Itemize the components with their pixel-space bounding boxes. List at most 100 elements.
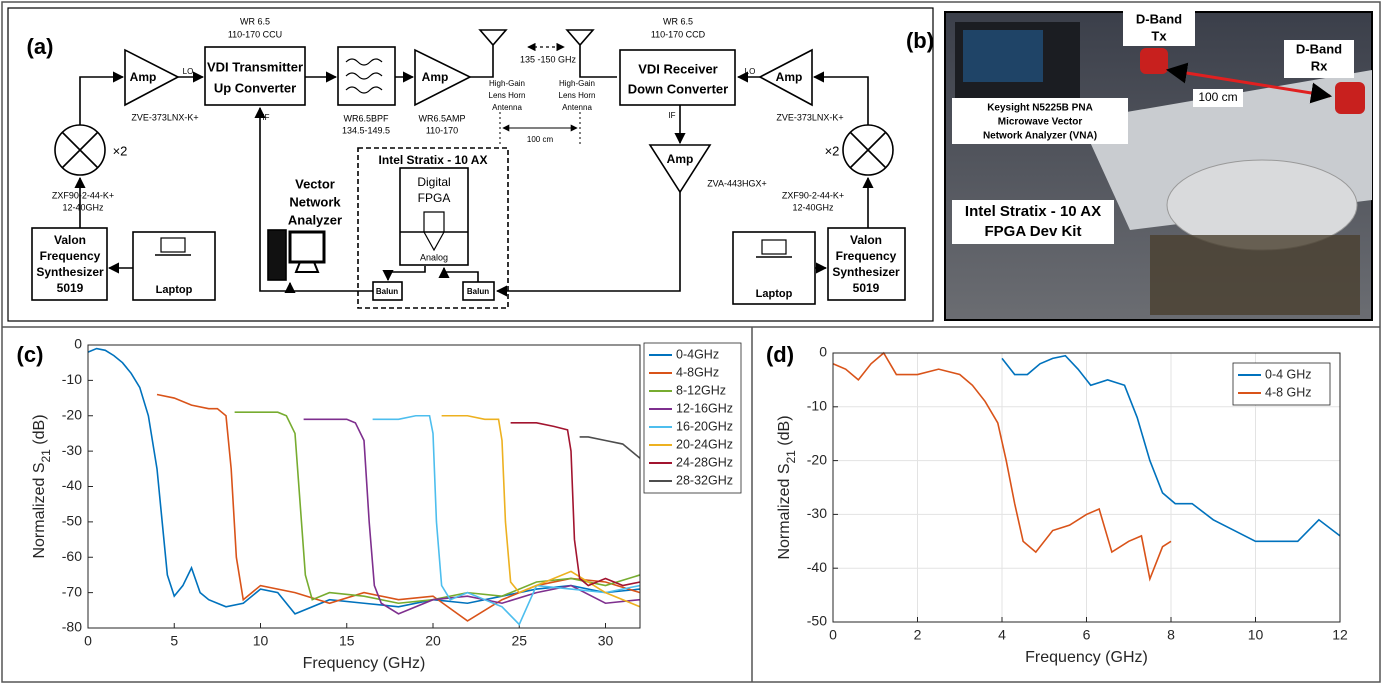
label: Amp	[130, 70, 157, 84]
label: Microwave Vector	[998, 117, 1083, 128]
panel-label: (d)	[766, 342, 794, 367]
label: Laptop	[756, 288, 793, 300]
label: LO	[745, 67, 756, 76]
block-diagram	[32, 30, 905, 308]
label: VDI Transmitter	[207, 59, 303, 74]
label: 110-170 CCD	[651, 29, 706, 39]
label: WR 6.5	[663, 16, 693, 26]
y-tick-label: -10	[62, 371, 82, 387]
label: D-Band	[1296, 41, 1342, 56]
label: Rx	[1311, 58, 1328, 73]
label: 5019	[853, 281, 880, 295]
y-tick-label: -40	[807, 559, 827, 575]
x-tick-label: 0	[84, 633, 92, 649]
legend-label: 12-16GHz	[676, 401, 733, 415]
x-tick-label: 12	[1332, 627, 1348, 643]
y-tick-label: -30	[62, 442, 82, 458]
label: Synthesizer	[832, 265, 900, 279]
legend-label: 24-28GHz	[676, 455, 733, 469]
x-tick-label: 0	[829, 627, 837, 643]
y-axis-label-part: 21	[39, 449, 53, 463]
x-tick-label: 15	[339, 633, 355, 649]
y-axis-label-part: Normalized S	[776, 464, 793, 560]
label: Vector	[295, 176, 335, 191]
y-axis-label: Normalized S21 (dB)	[776, 415, 798, 559]
label: Synthesizer	[36, 265, 104, 279]
label: 110-170 CCU	[228, 29, 282, 39]
label: ZXF90-2-44-K+	[52, 190, 114, 200]
x-tick-label: 5	[170, 633, 178, 649]
legend-label: 20-24GHz	[676, 437, 733, 451]
photo	[945, 10, 1372, 320]
label: 12-40GHz	[62, 202, 104, 212]
x-tick-label: 4	[998, 627, 1006, 643]
label: WR6.5BPF	[343, 113, 389, 123]
label: High-Gain	[559, 79, 595, 88]
label: Antenna	[492, 103, 522, 112]
label: High-Gain	[489, 79, 525, 88]
label: Balun	[376, 287, 398, 296]
x-tick-label: 25	[511, 633, 527, 649]
label: Network Analyzer (VNA)	[983, 131, 1097, 142]
legend-label: 16-20GHz	[676, 419, 733, 433]
label: 100 cm	[527, 135, 554, 144]
x-tick-label: 2	[914, 627, 922, 643]
y-tick-label: -20	[807, 451, 827, 467]
y-tick-label: -40	[62, 477, 82, 493]
x-tick-label: 6	[1083, 627, 1091, 643]
label: Network	[289, 194, 341, 209]
label: 135 -150 GHz	[520, 54, 577, 64]
legend-label: 8-12GHz	[676, 383, 726, 397]
label: FPGA Dev Kit	[985, 223, 1082, 240]
legend-label: 4-8 GHz	[1265, 385, 1312, 399]
y-axis-label-part: (dB)	[31, 414, 48, 449]
label: Amp	[776, 70, 803, 84]
label: Valon	[850, 233, 882, 247]
label: ×2	[113, 143, 128, 158]
legend-label: 0-4GHz	[676, 347, 719, 361]
y-axis-label-part: Normalized S	[31, 463, 48, 559]
label: FPGA	[418, 191, 451, 205]
label: Valon	[54, 233, 86, 247]
x-tick-label: 8	[1167, 627, 1175, 643]
y-tick-label: -20	[62, 406, 82, 422]
y-axis-label-part: (dB)	[776, 415, 793, 450]
label: VDI Receiver	[638, 61, 718, 76]
panel-label: (a)	[27, 34, 54, 59]
label: 100 cm	[1198, 90, 1237, 104]
label: Analyzer	[288, 212, 342, 227]
label: ZVE-373LNX-K+	[776, 112, 843, 122]
x-tick-label: 20	[425, 633, 441, 649]
x-tick-label: 10	[1248, 627, 1264, 643]
label: ×2	[825, 143, 840, 158]
label: Tx	[1151, 28, 1167, 43]
y-tick-label: -50	[807, 613, 827, 629]
label: Analog	[420, 252, 448, 262]
y-tick-label: -30	[807, 505, 827, 521]
y-axis-label-part: 21	[784, 450, 798, 464]
label: 134.5-149.5	[342, 125, 390, 135]
y-tick-label: -10	[807, 398, 827, 414]
label: Laptop	[156, 284, 193, 296]
legend-label: 4-8GHz	[676, 365, 719, 379]
legend-label: 28-32GHz	[676, 473, 733, 487]
label: Up Converter	[214, 80, 296, 95]
label: Lens Horn	[559, 91, 596, 100]
label: Down Converter	[628, 81, 728, 96]
y-tick-label: 0	[74, 336, 82, 352]
label: Frequency	[40, 249, 101, 263]
x-axis-label: Frequency (GHz)	[303, 655, 426, 672]
label: 110-170	[426, 125, 458, 135]
y-tick-label: -80	[62, 619, 82, 635]
label: Amp	[422, 70, 449, 84]
label: ZVA-443HGX+	[707, 178, 767, 188]
label: Intel Stratix - 10 AX	[379, 153, 488, 167]
label: Balun	[467, 287, 489, 296]
label: Digital	[417, 175, 450, 189]
label: ZXF90-2-44-K+	[782, 190, 844, 200]
y-axis-label: Normalized S21 (dB)	[31, 414, 53, 558]
label: Lens Horn	[489, 91, 526, 100]
label: LO	[183, 67, 194, 76]
y-tick-label: -50	[62, 513, 82, 529]
label: WR 6.5	[240, 16, 270, 26]
